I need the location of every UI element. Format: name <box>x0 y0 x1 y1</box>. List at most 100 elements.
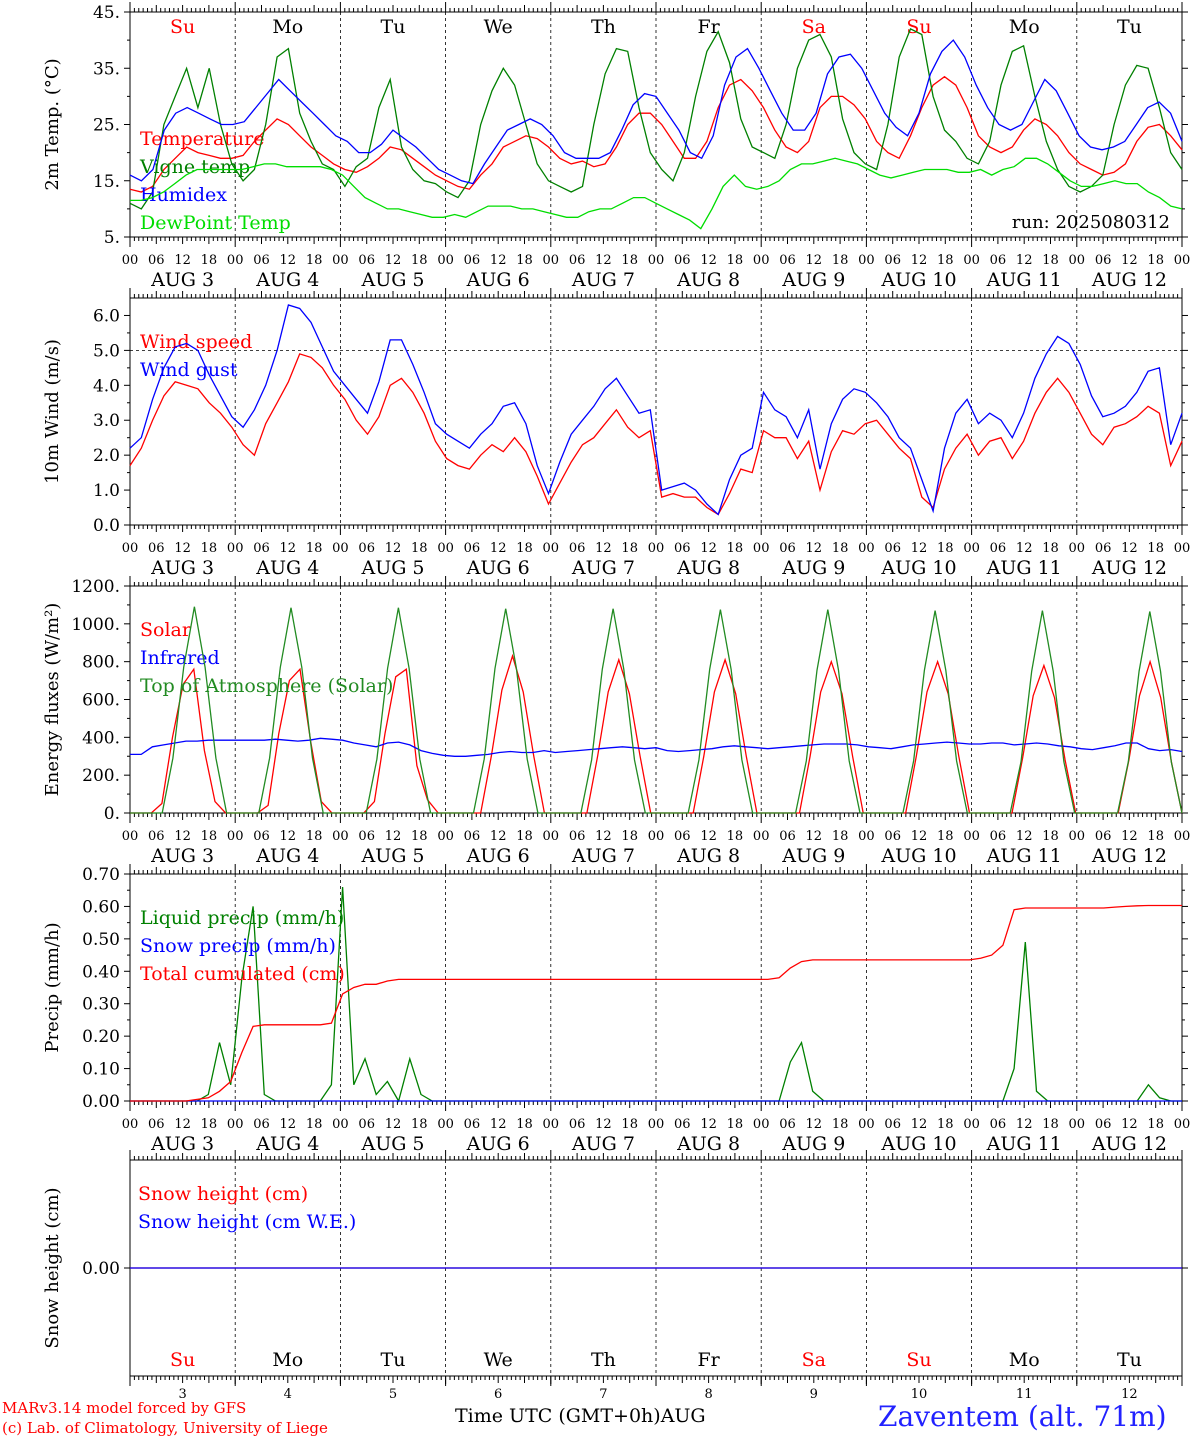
x-hour-label: 12 <box>280 1117 297 1132</box>
station-name: Zaventem (alt. 71m) <box>878 1400 1167 1433</box>
series-line-humidex <box>129 39 1183 185</box>
y-tick-label: 1200. <box>71 577 120 597</box>
x-hour-label: 06 <box>148 541 165 556</box>
x-date-label: AUG 10 <box>880 269 956 291</box>
x-hour-label: 18 <box>1042 253 1059 268</box>
x-hour-label: 18 <box>411 253 428 268</box>
y-tick-label: 0.00 <box>82 1259 120 1279</box>
x-hour-label: 12 <box>174 253 191 268</box>
x-day-number: 11 <box>1016 1387 1033 1402</box>
x-date-label: AUG 12 <box>1091 845 1167 867</box>
x-hour-label: 00 <box>1069 541 1086 556</box>
x-hour-label: 18 <box>621 829 638 844</box>
x-hour-label: 00 <box>963 541 980 556</box>
weekday-label: Su <box>906 1349 931 1371</box>
y-axis-label: Snow height (cm) <box>42 1187 63 1348</box>
x-hour-label: 12 <box>595 1117 612 1132</box>
x-hour-label: 18 <box>832 829 849 844</box>
legend-entry: Temperature <box>140 128 264 150</box>
x-date-label: AUG 6 <box>466 1133 530 1155</box>
x-hour-label: 00 <box>332 829 349 844</box>
weekday-label: Th <box>591 1349 616 1371</box>
x-hour-label: 18 <box>1147 541 1164 556</box>
x-hour-label: 00 <box>963 829 980 844</box>
legend-entry: Snow height (cm W.E.) <box>138 1211 356 1233</box>
x-date-label: AUG 11 <box>986 1133 1062 1155</box>
x-hour-label: 18 <box>411 1117 428 1132</box>
legend-entry: Liquid precip (mm/h) <box>140 907 344 929</box>
weekday-label: Fr <box>697 1349 720 1371</box>
x-hour-label: 06 <box>358 253 375 268</box>
x-date-label: AUG 4 <box>255 557 319 579</box>
y-tick-label: 0.30 <box>82 995 120 1015</box>
x-hour-label: 06 <box>358 829 375 844</box>
x-day-number: 8 <box>704 1387 712 1402</box>
run-label: run: 2025080312 <box>1012 212 1170 233</box>
x-hour-label: 12 <box>1121 829 1138 844</box>
x-hour-label: 18 <box>1147 253 1164 268</box>
x-hour-label: 12 <box>1121 541 1138 556</box>
x-hour-label: 00 <box>332 541 349 556</box>
x-hour-label: 06 <box>1095 829 1112 844</box>
x-hour-label: 18 <box>1042 1117 1059 1132</box>
x-date-label: AUG 8 <box>676 1133 740 1155</box>
x-date-label: AUG 6 <box>466 269 530 291</box>
x-hour-label: 18 <box>621 541 638 556</box>
x-date-label: AUG 11 <box>986 557 1062 579</box>
x-hour-label: 12 <box>385 541 402 556</box>
x-hour-label: 18 <box>937 829 954 844</box>
x-hour-label: 18 <box>411 829 428 844</box>
y-tick-label: 600. <box>82 691 120 711</box>
x-day-number: 7 <box>599 1387 607 1402</box>
x-hour-label: 06 <box>253 1117 270 1132</box>
legend-entry: Wind gust <box>140 359 238 381</box>
x-hour-label: 12 <box>1121 253 1138 268</box>
x-hour-label: 18 <box>832 1117 849 1132</box>
x-date-label: AUG 5 <box>360 269 424 291</box>
x-hour-label: 00 <box>1174 253 1191 268</box>
x-hour-label: 00 <box>122 1117 139 1132</box>
x-hour-label: 00 <box>753 253 770 268</box>
x-hour-label: 12 <box>1016 829 1033 844</box>
x-date-label: AUG 10 <box>880 1133 956 1155</box>
x-hour-label: 00 <box>963 253 980 268</box>
x-hour-label: 06 <box>990 829 1007 844</box>
x-date-label: AUG 10 <box>880 845 956 867</box>
x-hour-label: 00 <box>858 829 875 844</box>
y-tick-label: 5.0 <box>93 341 120 361</box>
x-axis-label: Time UTC (GMT+0h) <box>455 1405 661 1427</box>
x-hour-label: 06 <box>779 541 796 556</box>
x-hour-label: 12 <box>911 541 928 556</box>
x-hour-label: 18 <box>516 1117 533 1132</box>
x-hour-label: 00 <box>648 253 665 268</box>
y-tick-label: 6.0 <box>93 306 120 326</box>
x-hour-label: 12 <box>490 829 507 844</box>
x-date-label: AUG 11 <box>986 845 1062 867</box>
y-tick-label: 45. <box>93 3 120 23</box>
x-hour-label: 18 <box>516 541 533 556</box>
x-hour-label: 00 <box>1069 829 1086 844</box>
weekday-label: Su <box>170 1349 195 1371</box>
series-line-top-of-atmosphere-solar- <box>130 606 1183 814</box>
x-hour-label: 06 <box>358 1117 375 1132</box>
x-hour-label: 00 <box>437 541 454 556</box>
y-tick-label: 2.0 <box>93 446 120 466</box>
x-hour-label: 12 <box>806 253 823 268</box>
x-date-label: AUG 7 <box>571 1133 635 1155</box>
y-tick-label: 35. <box>93 59 120 79</box>
x-date-label: AUG 3 <box>150 269 214 291</box>
y-tick-label: 1000. <box>71 615 120 635</box>
weekday-label: Mo <box>272 16 303 38</box>
x-hour-label: 06 <box>674 1117 691 1132</box>
x-hour-label: 00 <box>753 541 770 556</box>
x-date-label: AUG 12 <box>1091 557 1167 579</box>
weekday-label: We <box>484 1349 513 1371</box>
x-hour-label: 12 <box>595 253 612 268</box>
x-hour-label: 06 <box>569 829 586 844</box>
y-tick-label: 0.0 <box>93 516 120 536</box>
x-date-label: AUG 4 <box>255 269 319 291</box>
x-hour-label: 12 <box>174 1117 191 1132</box>
x-hour-label: 18 <box>832 253 849 268</box>
credit-model: MARv3.14 model forced by GFS <box>2 1399 247 1417</box>
